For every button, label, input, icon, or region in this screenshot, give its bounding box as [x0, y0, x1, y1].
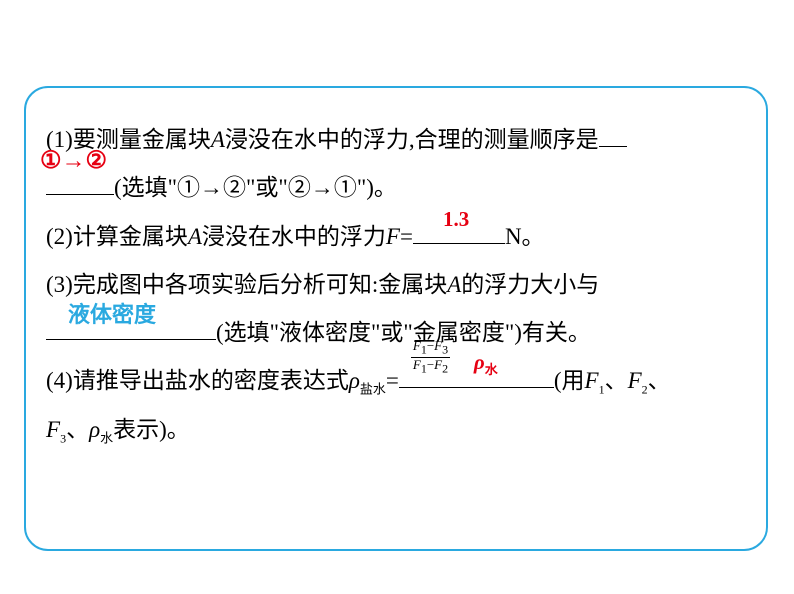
q2-text2: 浸没在水中的浮力 — [202, 224, 386, 249]
q3-varA: A — [447, 272, 461, 297]
num-s3: 3 — [442, 343, 448, 357]
q4-eq: = — [386, 368, 399, 393]
q4-c1: 、 — [605, 368, 628, 393]
q1-line1: (1)要测量金属块A浸没在水中的浮力,合理的测量顺序是 — [46, 116, 746, 164]
q1-line2: ①→② (选填"①→②"或"②→①")。 — [46, 164, 746, 212]
num-f3: F — [434, 338, 442, 353]
q1-varA: A — [211, 127, 225, 152]
q1-text2: 浸没在水中的浮力,合理的测量顺序是 — [225, 127, 599, 152]
q4-text2: (用 — [554, 368, 585, 393]
q1-answer: ①→② — [40, 136, 107, 186]
den-f1: F — [413, 357, 421, 372]
num-f1: F — [413, 338, 421, 353]
q1-blank-start: ①→② — [46, 173, 114, 195]
content-box: (1)要测量金属块A浸没在水中的浮力,合理的测量顺序是 ①→② (选填"①→②"… — [24, 86, 768, 551]
q3-text2: 的浮力大小与 — [461, 272, 599, 297]
den-s2: 2 — [442, 361, 448, 375]
q2-unit: N。 — [505, 224, 545, 249]
rho-sub: 水 — [485, 363, 498, 378]
q4-line2: F3、ρ水表示)。 — [46, 406, 746, 454]
q4-text3: 表示)。 — [113, 417, 190, 442]
q2-answer: 1.3 — [443, 197, 469, 241]
q3-text3: (选填"液体密度"或"金属密度")有关。 — [216, 320, 591, 345]
q1-text3: (选填"①→②"或"②→①")。 — [114, 175, 397, 200]
den-f2: F — [434, 357, 442, 372]
q4-line1: (4)请推导出盐水的密度表达式ρ盐水= F1−F3 F1−F2 ρ水 (用F1、… — [46, 357, 746, 405]
fraction-den: F1−F2 — [411, 358, 450, 376]
rho-sym: ρ — [474, 350, 485, 374]
q4-c2: 、 — [648, 368, 671, 393]
q4-c3: 、 — [66, 417, 89, 442]
q2-text1: (2)计算金属块 — [46, 224, 188, 249]
q4-sub-salt: 盐水 — [360, 382, 386, 397]
q1-blank-end — [599, 125, 627, 147]
q4-rho2: ρ — [89, 417, 100, 442]
q4-rho: ρ — [349, 368, 360, 393]
q3-line2: 液体密度 (选填"液体密度"或"金属密度")有关。 — [46, 309, 746, 357]
q2-varF: F — [386, 224, 400, 249]
q2-blank: 1.3 — [413, 222, 505, 244]
fraction-num: F1−F3 — [411, 339, 450, 358]
fraction: F1−F3 F1−F2 — [411, 339, 450, 376]
q4-blank: F1−F3 F1−F2 ρ水 — [399, 366, 554, 388]
q4-F1: F — [585, 368, 599, 393]
q2-line: (2)计算金属块A浸没在水中的浮力F= 1.3 N。 — [46, 213, 746, 261]
q3-blank: 液体密度 — [46, 318, 216, 340]
q2-eq: = — [400, 224, 413, 249]
q4-text1: (4)请推导出盐水的密度表达式 — [46, 368, 349, 393]
q3-answer: 液体密度 — [68, 292, 156, 338]
q2-varA: A — [188, 224, 202, 249]
q4-F3: F — [46, 417, 60, 442]
q4-sub-water: 水 — [100, 430, 113, 445]
q4-answer-rho: ρ水 — [474, 340, 498, 384]
q4-F2: F — [628, 368, 642, 393]
q4-answer-fraction: F1−F3 F1−F2 — [411, 333, 450, 381]
